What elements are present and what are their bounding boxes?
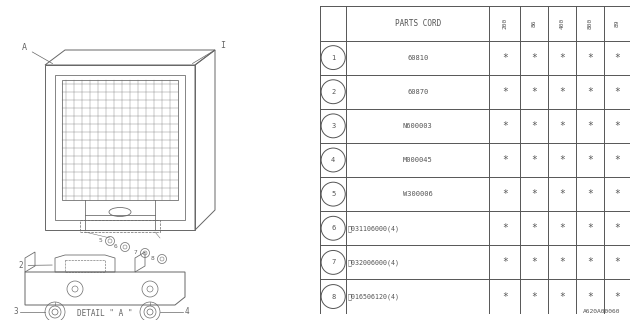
Text: *: * [614,223,620,233]
Text: 89: 89 [614,20,620,27]
Text: M000045: M000045 [403,157,433,163]
Text: *: * [614,292,620,301]
Text: *: * [587,87,593,97]
Text: 2: 2 [331,89,335,95]
Text: *: * [559,155,565,165]
Text: *: * [502,121,508,131]
Text: 400: 400 [559,18,564,29]
Text: 8: 8 [331,293,335,300]
Text: *: * [587,52,593,63]
Text: *: * [502,52,508,63]
Text: 200: 200 [502,18,507,29]
Text: *: * [531,155,537,165]
Text: *: * [559,121,565,131]
Text: 8: 8 [150,257,154,261]
Text: 800: 800 [588,18,593,29]
Text: *: * [531,87,537,97]
Text: 1: 1 [331,55,335,60]
Text: *: * [614,155,620,165]
Text: 4: 4 [185,308,189,316]
Text: *: * [559,52,565,63]
Text: *: * [587,121,593,131]
Text: PARTS CORD: PARTS CORD [395,19,441,28]
Text: *: * [531,292,537,301]
Text: Ⓑ016506120(4): Ⓑ016506120(4) [348,293,400,300]
Text: 60810: 60810 [407,55,428,60]
Text: Ⓦ032006000(4): Ⓦ032006000(4) [348,259,400,266]
Text: *: * [531,189,537,199]
Text: A: A [22,43,52,64]
Text: 7: 7 [331,260,335,265]
Text: DETAIL " A ": DETAIL " A " [77,309,132,318]
Text: *: * [559,223,565,233]
Text: Ⓦ031106000(4): Ⓦ031106000(4) [348,225,400,232]
Text: *: * [587,223,593,233]
Text: *: * [587,155,593,165]
Text: 86: 86 [532,20,537,27]
Text: 4: 4 [331,157,335,163]
Text: 5: 5 [331,191,335,197]
Text: *: * [559,189,565,199]
Text: *: * [587,292,593,301]
Text: 3: 3 [13,308,18,316]
Text: *: * [614,121,620,131]
Text: *: * [559,257,565,268]
Text: *: * [614,189,620,199]
Text: *: * [559,87,565,97]
Text: *: * [531,121,537,131]
Text: I: I [193,41,225,64]
Text: *: * [502,189,508,199]
Text: *: * [531,52,537,63]
Text: *: * [614,87,620,97]
Text: N600003: N600003 [403,123,433,129]
Text: *: * [502,257,508,268]
Text: *: * [502,292,508,301]
Text: 7: 7 [133,251,137,255]
Text: *: * [587,189,593,199]
Text: *: * [531,257,537,268]
Text: *: * [587,257,593,268]
Text: 3: 3 [331,123,335,129]
Text: 2: 2 [18,261,52,270]
Text: *: * [614,52,620,63]
Text: *: * [502,87,508,97]
Text: 60870: 60870 [407,89,428,95]
Text: 6: 6 [331,225,335,231]
Text: *: * [559,292,565,301]
Text: *: * [502,223,508,233]
Text: *: * [502,155,508,165]
Text: A620A00060: A620A00060 [583,308,621,314]
Text: 5: 5 [99,238,102,244]
Text: *: * [531,223,537,233]
Text: W300006: W300006 [403,191,433,197]
Text: *: * [614,257,620,268]
Text: 6: 6 [113,244,117,250]
